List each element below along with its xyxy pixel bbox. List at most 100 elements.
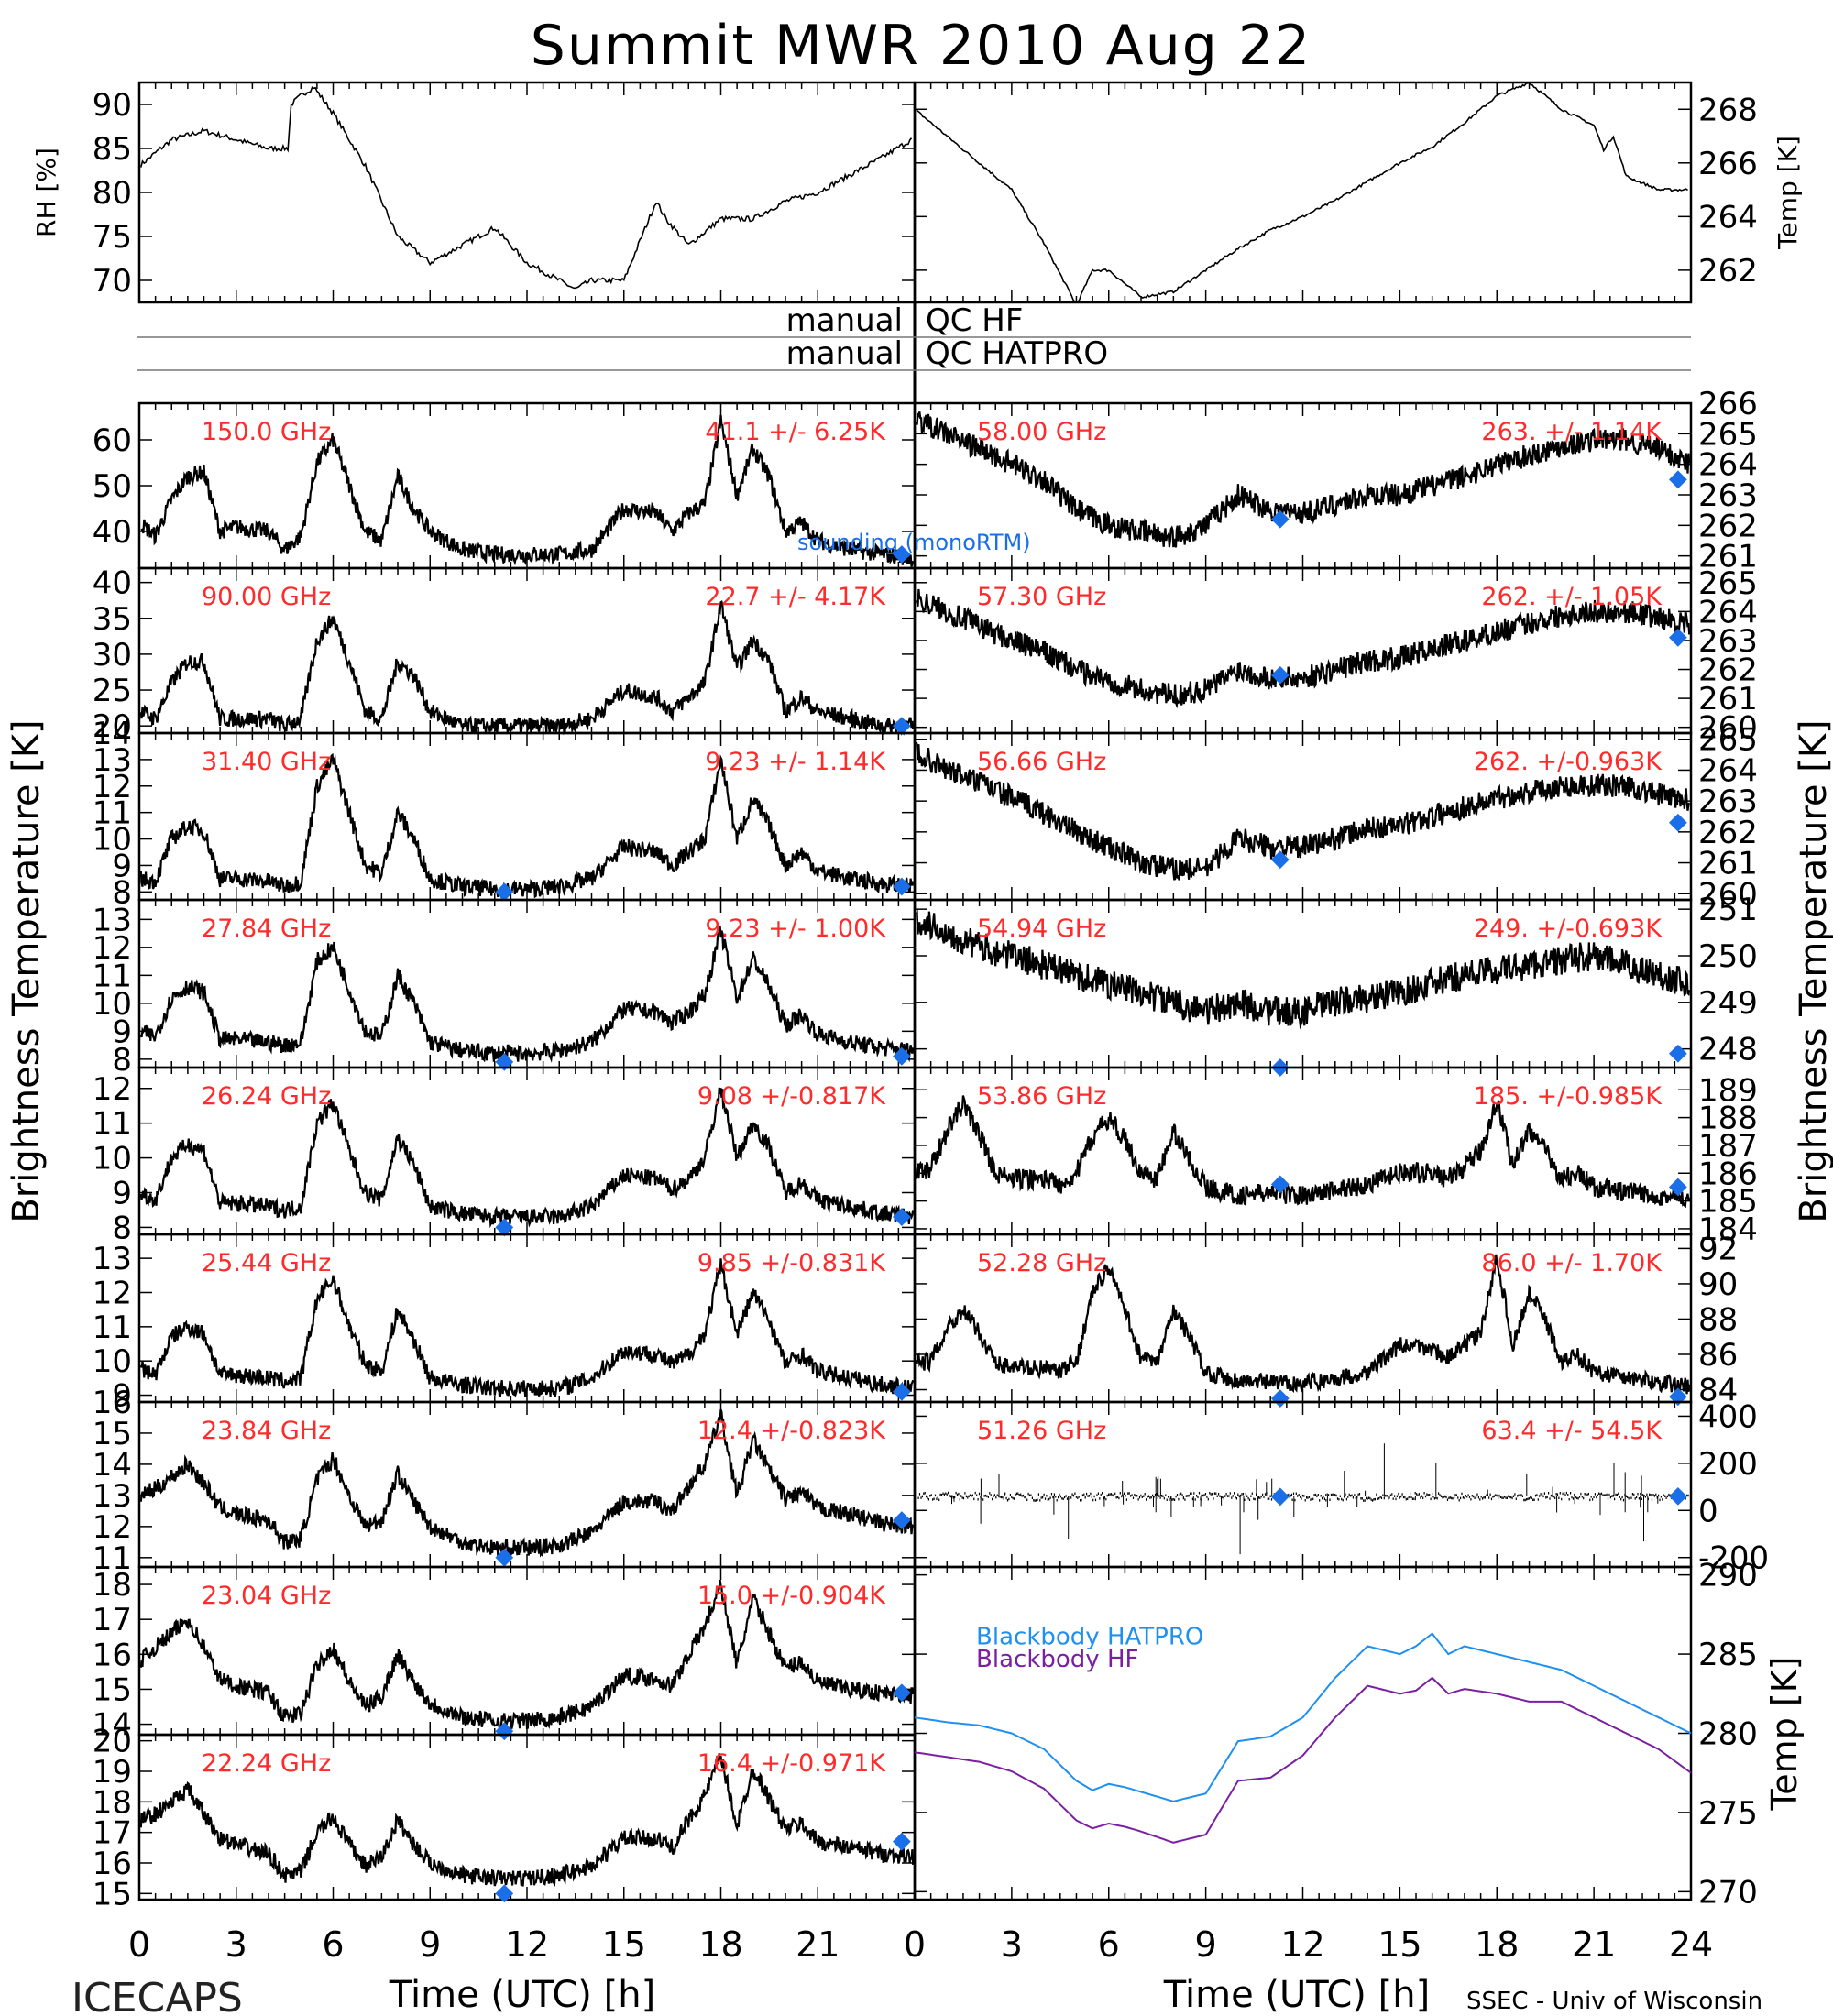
x-tick-label: 12 bbox=[1280, 1924, 1324, 1965]
y-tick-label: 11 bbox=[93, 1106, 132, 1143]
panel-ch5494: 248 249 250 251 54.94 GHz 249. +/-0.693K bbox=[913, 892, 1758, 1077]
y-tick-label: 264 bbox=[1698, 594, 1758, 630]
sounding-marker bbox=[1668, 628, 1687, 647]
y-tick-label: 261 bbox=[1698, 539, 1758, 575]
y-tick-label: 18 bbox=[93, 1567, 132, 1604]
y-tick-label: 12 bbox=[93, 1275, 132, 1311]
y-tick-label: 187 bbox=[1698, 1128, 1758, 1165]
channel-label: 51.26 GHz bbox=[977, 1417, 1106, 1445]
y-tick-label: 9 bbox=[112, 1176, 132, 1212]
channel-label: 31.40 GHz bbox=[202, 748, 331, 776]
y-tick-label: 8 bbox=[112, 1210, 132, 1246]
x-tick-label: 18 bbox=[698, 1924, 742, 1965]
x-tick-label: 15 bbox=[1377, 1924, 1421, 1965]
y-tick-label: 9 bbox=[112, 848, 132, 884]
sounding-marker bbox=[893, 1046, 911, 1066]
y-tick-label: 10 bbox=[93, 986, 132, 1023]
data-trace bbox=[139, 926, 915, 1063]
sounding-marker bbox=[1270, 1487, 1290, 1507]
data-trace bbox=[916, 82, 1688, 303]
y-tick-label: 40 bbox=[93, 514, 132, 551]
y-tick-label: 35 bbox=[93, 601, 132, 638]
sounding-marker bbox=[893, 1832, 911, 1851]
y-tick-label: 11 bbox=[93, 795, 132, 832]
x-tick-label: 3 bbox=[1001, 1924, 1023, 1965]
y-tick-label: 262 bbox=[1698, 253, 1758, 290]
channel-stat: 9.23 +/- 1.00K bbox=[705, 915, 886, 943]
sounding-marker bbox=[893, 717, 911, 736]
y-tick-label: 13 bbox=[93, 902, 132, 938]
y-tick-label: 11 bbox=[93, 958, 132, 994]
data-trace bbox=[140, 414, 915, 567]
figure-title: Summit MWR 2010 Aug 22 bbox=[531, 14, 1312, 78]
data-trace bbox=[139, 1753, 915, 1887]
panel-ylabel: Temp [K] bbox=[1773, 136, 1803, 250]
y-tick-label: 249 bbox=[1698, 985, 1758, 1022]
sounding-marker bbox=[1270, 1175, 1290, 1194]
y-tick-label: 8 bbox=[112, 1042, 132, 1079]
x-tick-label: 6 bbox=[322, 1924, 344, 1965]
qc-label-right: QC HATPRO bbox=[926, 335, 1108, 372]
sounding-marker bbox=[1668, 1044, 1687, 1063]
x-tick-label: 21 bbox=[1572, 1924, 1616, 1965]
y-tick-label: 8 bbox=[112, 874, 132, 911]
y-tick-label: 9 bbox=[112, 1013, 132, 1050]
y-tick-label: 9 bbox=[112, 1378, 132, 1415]
y-tick-label: 14 bbox=[93, 1447, 132, 1484]
y-tick-label: 200 bbox=[1698, 1446, 1758, 1483]
y-tick-label: 90 bbox=[93, 87, 132, 124]
y-tick-label: 16 bbox=[93, 1385, 132, 1421]
y-tick-label: 186 bbox=[1698, 1156, 1758, 1192]
y-tick-label: 264 bbox=[1698, 199, 1758, 236]
y-tick-label: 261 bbox=[1698, 681, 1758, 718]
y-tick-label: 75 bbox=[93, 219, 132, 256]
sounding-marker bbox=[1668, 470, 1687, 489]
data-trace bbox=[915, 909, 1691, 1030]
channel-stat: 262. +/- 1.05K bbox=[1481, 583, 1663, 611]
y-tick-label: 260 bbox=[1698, 710, 1758, 747]
y-tick-label: 70 bbox=[93, 263, 132, 300]
panel-rh: 70 75 80 85 90 RH [%] bbox=[31, 81, 916, 304]
y-tick-label: 25 bbox=[93, 673, 132, 709]
qc-label-right: QC HF bbox=[926, 302, 1023, 339]
data-trace bbox=[915, 411, 1691, 548]
y-tick-label: 10 bbox=[93, 822, 132, 859]
x-tick-label: 12 bbox=[505, 1924, 549, 1965]
left-ylabel: Brightness Temperature [K] bbox=[5, 719, 48, 1222]
y-tick-label: 263 bbox=[1698, 783, 1758, 820]
x-tick-label: 15 bbox=[602, 1924, 646, 1965]
channel-stat: 9.85 +/-0.831K bbox=[697, 1249, 886, 1277]
y-tick-label: 11 bbox=[93, 1540, 132, 1577]
panel-ch150: 40 50 60 150.0 GHz 41.1 +/- 6.25K bbox=[93, 401, 916, 570]
y-tick-label: 251 bbox=[1698, 892, 1758, 928]
y-tick-label: 19 bbox=[93, 1754, 132, 1791]
y-tick-label: 16 bbox=[93, 1846, 132, 1882]
y-tick-label: 13 bbox=[93, 1478, 132, 1515]
data-spikes bbox=[951, 1443, 1659, 1555]
data-trace bbox=[915, 1254, 1691, 1396]
y-tick-label: 60 bbox=[93, 422, 132, 459]
y-tick-label: 275 bbox=[1698, 1795, 1758, 1832]
y-tick-label: 30 bbox=[93, 637, 132, 674]
panel-ch5126: -200 0 200 400 51.26 GHz 63.4 +/- 54.5K bbox=[913, 1398, 1769, 1577]
y-tick-label: 15 bbox=[93, 1671, 132, 1708]
data-trace bbox=[917, 1491, 1689, 1502]
y-tick-label: 185 bbox=[1698, 1184, 1758, 1221]
y-tick-label: 11 bbox=[93, 1309, 132, 1346]
y-tick-label: 15 bbox=[93, 1416, 132, 1452]
y-tick-label: 188 bbox=[1698, 1101, 1758, 1137]
data-trace bbox=[140, 86, 913, 290]
channel-label: 54.94 GHz bbox=[977, 915, 1106, 943]
y-tick-label: 12 bbox=[93, 930, 132, 967]
y-tick-label: 265 bbox=[1698, 722, 1758, 759]
data-trace bbox=[915, 741, 1691, 881]
sounding-marker bbox=[893, 1208, 911, 1226]
channel-label: 26.24 GHz bbox=[202, 1082, 331, 1111]
x-tick-label: 21 bbox=[796, 1924, 840, 1965]
